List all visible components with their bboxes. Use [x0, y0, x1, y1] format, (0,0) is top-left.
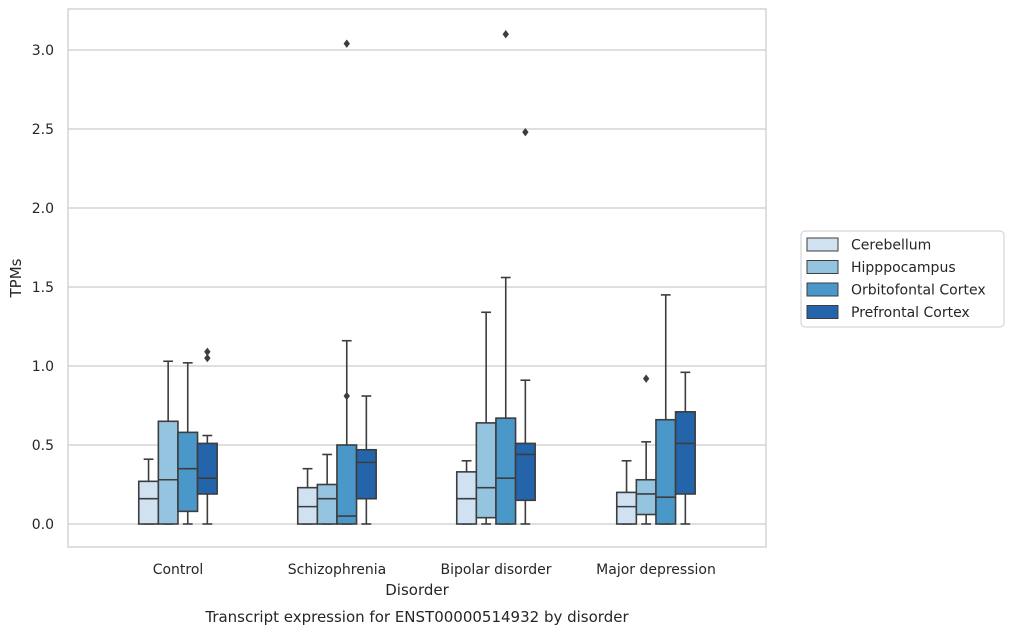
legend: Cerebellum Hipppocampus Orbitofontal Corte…	[800, 230, 1005, 328]
legend-swatch	[806, 305, 839, 319]
y-tick-label: 1.0	[32, 359, 54, 375]
chart-caption: Transcript expression for ENST0000051493…	[204, 608, 629, 626]
y-tick-label: 2.5	[32, 122, 54, 138]
plot-frame	[67, 8, 767, 548]
box-iqr	[635, 478, 657, 516]
box-iqr	[475, 422, 497, 519]
y-tick-label: 0.5	[32, 438, 54, 454]
box-iqr	[514, 442, 536, 502]
box-iqr	[157, 420, 179, 525]
legend-label: Hipppocampus	[851, 260, 956, 276]
box-iqr	[177, 431, 199, 513]
box-iqr	[655, 418, 677, 525]
outlier-point	[204, 347, 211, 356]
box-iqr	[137, 480, 160, 525]
y-tick-label: 1.5	[32, 280, 54, 296]
box-prefrontal-cortex	[196, 347, 218, 525]
x-tick-label: Control	[153, 562, 204, 578]
legend-swatch	[806, 282, 839, 297]
outlier-point	[522, 127, 529, 137]
box-orbitofontal-cortex	[655, 294, 677, 525]
y-ticks: 0.0 0.5 1.0 1.5 2.0 2.5 3.0	[32, 43, 54, 533]
boxes	[137, 30, 696, 525]
box-iqr	[336, 444, 358, 525]
x-tick-label: Schizophrenia	[288, 562, 386, 578]
box-cerebellum	[455, 459, 478, 525]
legend-label: Cerebellum	[851, 238, 931, 254]
box-iqr	[316, 483, 338, 525]
box-iqr	[355, 448, 377, 500]
legend-swatch	[806, 237, 839, 252]
outlier-point	[204, 353, 211, 363]
box-iqr	[674, 411, 696, 495]
box-cerebellum	[296, 467, 319, 525]
x-ticks: Control Schizophrenia Bipolar disorder Majo…	[153, 562, 716, 578]
legend-label: Orbitofontal Cortex	[851, 283, 986, 299]
box-orbitofontal-cortex	[177, 362, 199, 525]
box-cerebellum	[615, 459, 638, 525]
box-cerebellum	[137, 458, 160, 525]
box-iqr	[615, 491, 638, 525]
y-tick-label: 2.0	[32, 201, 54, 217]
legend-swatch	[806, 260, 839, 274]
x-axis-title: Disorder	[385, 581, 449, 599]
box-hipppocampus	[316, 453, 338, 525]
box-orbitofontal-cortex	[336, 39, 358, 525]
x-tick-label: Major depression	[596, 562, 716, 578]
box-prefrontal-cortex	[514, 127, 536, 525]
y-tick-label: 0.0	[32, 517, 54, 533]
legend-label: Prefrontal Cortex	[851, 305, 970, 321]
box-iqr	[196, 442, 218, 495]
legend-frame	[800, 230, 1005, 328]
y-axis-title: TPMs	[7, 258, 25, 298]
y-tick-label: 3.0	[32, 43, 54, 59]
box-prefrontal-cortex	[674, 371, 696, 525]
box-orbitofontal-cortex	[495, 30, 517, 525]
outlier-point	[642, 374, 650, 383]
box-hipppocampus	[157, 360, 179, 525]
outlier-point	[343, 391, 350, 401]
box-prefrontal-cortex	[355, 395, 377, 525]
box-iqr	[495, 417, 517, 525]
x-tick-label: Bipolar disorder	[440, 562, 551, 578]
outlier-point	[502, 30, 509, 39]
outlier-point	[343, 39, 350, 48]
